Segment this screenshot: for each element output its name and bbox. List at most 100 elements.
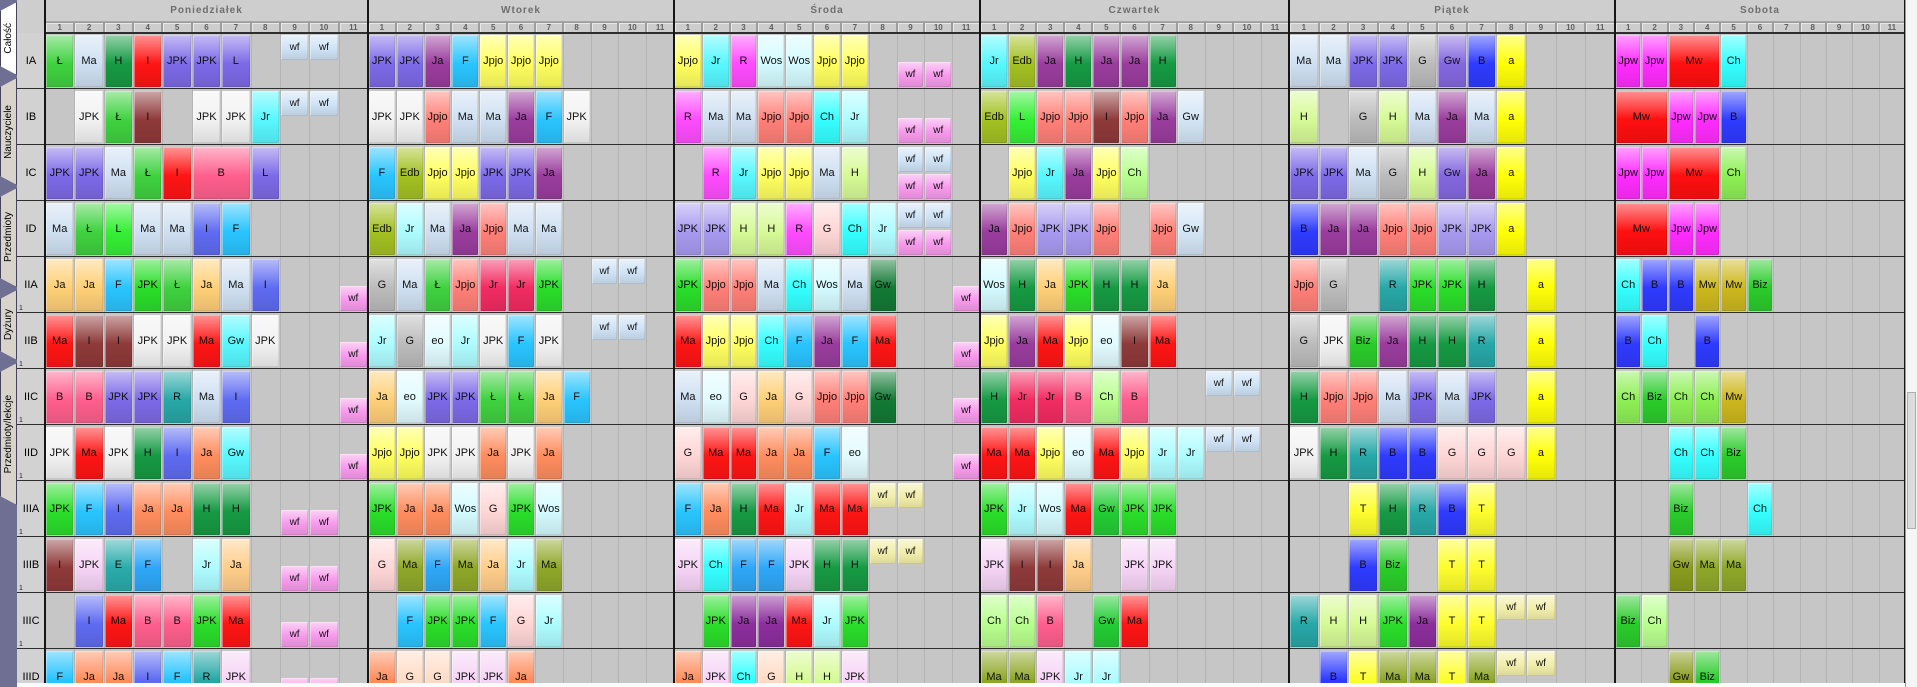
lesson-cell[interactable]: Wos [758,35,785,87]
lesson-cell[interactable]: Jpjo [1121,91,1148,143]
lesson-cell[interactable]: Ma [1037,315,1064,367]
lesson-cell[interactable]: R [1349,427,1377,479]
lesson-cell[interactable]: JPK [675,539,701,591]
lesson-cell[interactable]: T [1349,651,1377,687]
lesson-cell[interactable]: Biz [1695,651,1720,687]
lesson-cell[interactable]: Jr [251,91,279,143]
lesson-cell[interactable]: Ch [1642,315,1667,367]
lesson-cell[interactable]: Jpjo [841,35,868,87]
lesson-cell[interactable]: Ma [869,315,896,367]
lesson-cell[interactable]: Jpjo [424,91,451,143]
lesson-cell[interactable]: JPK [1121,483,1148,535]
lesson-cell[interactable]: Ja [222,539,250,591]
lesson-cell[interactable]: Ma [981,427,1008,479]
lesson-cell[interactable]: Ma [508,203,534,255]
lesson-cell[interactable]: Gw [1438,147,1466,199]
lesson-cell[interactable]: Ja [786,427,813,479]
lesson-cell[interactable]: Wos [1037,483,1064,535]
lesson-cell[interactable]: B [1721,91,1746,143]
lesson-cell[interactable]: F [424,539,451,591]
lesson-cell[interactable]: I [104,483,133,535]
lesson-cell[interactable]: H [786,651,813,687]
lesson-cell[interactable]: a [1527,427,1555,479]
lesson-cell[interactable]: wf [339,286,367,311]
lesson-cell[interactable]: T [1467,595,1496,647]
lesson-cell[interactable]: wf [1233,371,1260,396]
lesson-cell[interactable]: Jr [981,35,1008,87]
lesson-cell[interactable]: wf [897,174,924,199]
lesson-cell[interactable]: T [1438,651,1466,687]
lesson-cell[interactable]: I [192,203,221,255]
lesson-cell[interactable]: Ma [814,147,840,199]
tab-dyzury[interactable]: Dyżury [0,290,17,360]
lesson-cell[interactable]: I [251,259,279,311]
lesson-cell[interactable]: JPK [981,483,1008,535]
lesson-cell[interactable]: Ł [104,91,133,143]
lesson-cell[interactable]: Edb [396,147,423,199]
lesson-cell[interactable]: R [1290,595,1318,647]
lesson-cell[interactable]: a [1497,91,1526,143]
lesson-cell[interactable]: eo [841,427,868,479]
lesson-cell[interactable]: wf [925,62,952,87]
lesson-cell[interactable]: wf [897,539,924,564]
lesson-cell[interactable]: JPK [396,35,423,87]
lesson-cell[interactable]: wf [869,483,896,508]
lesson-cell[interactable]: Ch [1695,427,1720,479]
class-row-label[interactable]: IB [17,89,45,145]
lesson-cell[interactable]: Ma [1065,483,1092,535]
lesson-cell[interactable]: Ja [535,427,562,479]
lesson-cell[interactable]: JPK [452,371,479,423]
lesson-cell[interactable]: Ja [730,595,757,647]
lesson-cell[interactable]: Ja [758,595,785,647]
lesson-cell[interactable]: Ch [981,595,1008,647]
lesson-cell[interactable]: JPK [424,595,451,647]
lesson-cell[interactable]: F [675,483,701,535]
lesson-cell[interactable]: Jpjo [396,427,423,479]
scrollbar-thumb[interactable] [1907,391,1916,529]
lesson-cell[interactable]: H [1290,91,1318,143]
lesson-cell[interactable]: JPK [396,91,423,143]
lesson-cell[interactable]: wf [591,259,618,284]
lesson-cell[interactable]: Jpjo [1009,147,1036,199]
lesson-cell[interactable]: Jpjo [981,315,1008,367]
lesson-cell[interactable]: F [396,595,423,647]
lesson-cell[interactable]: Jpjo [1037,91,1064,143]
lesson-cell[interactable]: Ma [535,539,562,591]
lesson-cell[interactable]: wf [1497,651,1526,676]
lesson-cell[interactable]: Ja [814,315,840,367]
lesson-cell[interactable]: wf [897,230,924,255]
lesson-cell[interactable]: Jpjo [786,91,813,143]
lesson-cell[interactable]: I [163,427,191,479]
lesson-cell[interactable]: F [46,651,74,687]
lesson-cell[interactable]: Ma [1721,539,1746,591]
lesson-cell[interactable]: Ma [1408,651,1437,687]
lesson-cell[interactable]: Ma [163,203,191,255]
lesson-cell[interactable]: G [480,483,507,535]
lesson-cell[interactable]: wf [591,315,618,340]
lesson-cell[interactable]: G [814,203,840,255]
lesson-cell[interactable]: T [1438,539,1466,591]
lesson-cell[interactable]: Ma [452,539,479,591]
lesson-cell[interactable]: Ma [981,651,1008,687]
lesson-cell[interactable]: wf [1233,427,1260,452]
lesson-cell[interactable]: Jpjo [702,315,729,367]
lesson-cell[interactable]: Jpjo [1093,203,1120,255]
lesson-cell[interactable]: H [104,35,133,87]
lesson-cell[interactable]: Ma [730,427,757,479]
lesson-cell[interactable]: JPK [1121,539,1148,591]
lesson-cell[interactable]: Ma [841,259,868,311]
tab-nauczyciele[interactable]: Nauczyciele [0,78,17,185]
lesson-cell[interactable]: Mw [1616,203,1667,255]
horizontal-scrollbar[interactable] [17,683,1905,687]
lesson-cell[interactable]: Ma [46,315,74,367]
lesson-cell[interactable]: Ja [396,483,423,535]
lesson-cell[interactable]: JPK [981,539,1008,591]
lesson-cell[interactable]: Jpjo [1065,91,1092,143]
lesson-cell[interactable]: G [369,259,395,311]
lesson-cell[interactable]: JPK [75,147,103,199]
lesson-cell[interactable]: Jpw [1668,203,1694,255]
class-row-label[interactable]: IIIB 1 [17,537,45,593]
lesson-cell[interactable]: wf [339,342,367,367]
lesson-cell[interactable]: H [981,371,1008,423]
lesson-cell[interactable]: R [702,147,729,199]
